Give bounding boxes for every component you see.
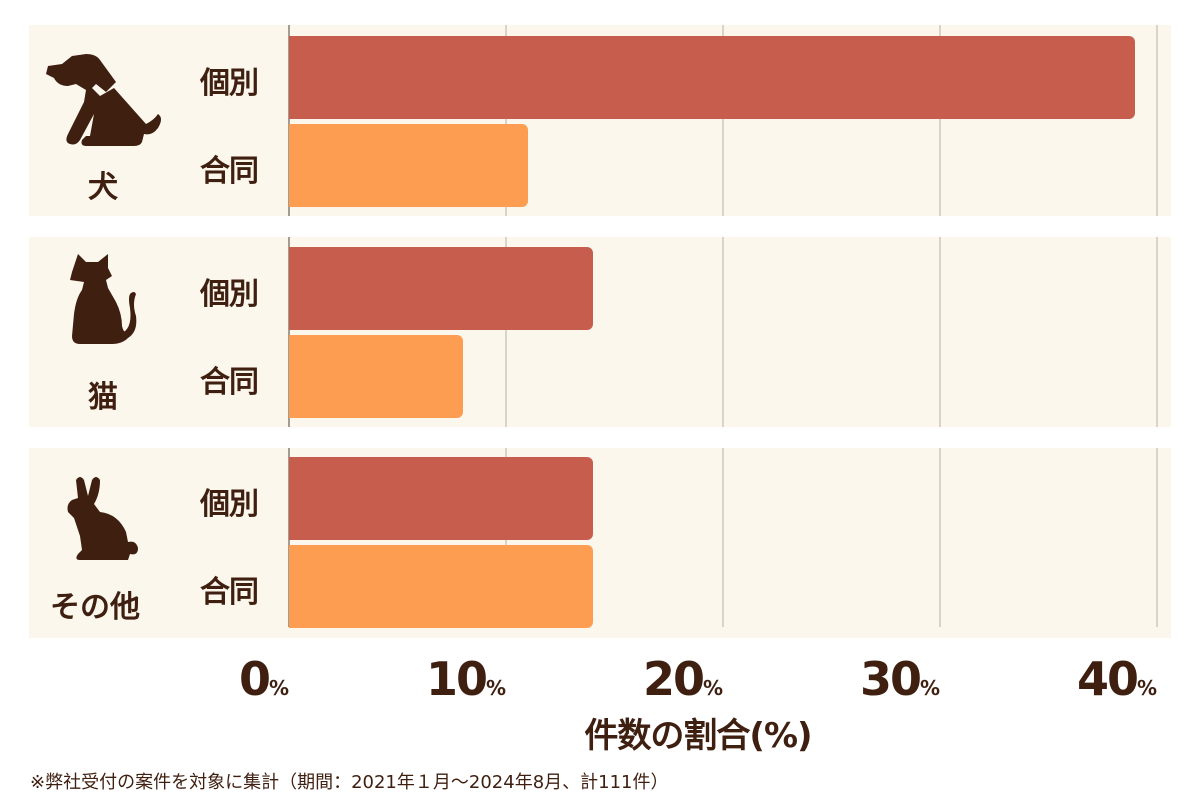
tick-unit: % <box>1136 676 1158 700</box>
x-tick-10: 10% <box>426 652 506 706</box>
x-tick-0: 0% <box>239 652 289 706</box>
gridline-40 <box>1156 25 1158 216</box>
bar-dog-joint <box>289 124 528 207</box>
series-label-joint: 合同 <box>200 154 259 189</box>
gridline-0 <box>288 237 290 427</box>
series-label-individual: 個別 <box>200 66 259 101</box>
x-tick-40: 40% <box>1077 652 1157 706</box>
panel-other <box>29 448 1171 638</box>
series-label-individual: 個別 <box>200 487 259 522</box>
footnote: ※弊社受付の案件を対象に集計（期間：2021年１月〜2024年8月、計111件） <box>30 772 669 793</box>
tick-unit: % <box>485 676 507 700</box>
gridline-20 <box>722 25 724 216</box>
series-label-joint: 合同 <box>200 575 259 610</box>
gridline-30 <box>939 448 941 627</box>
bar-dog-individual <box>289 36 1136 119</box>
category-label-dog: 犬 <box>88 170 118 205</box>
gridline-30 <box>939 237 941 427</box>
tick-number: 40 <box>1076 652 1139 706</box>
gridline-10 <box>505 237 507 427</box>
gridline-40 <box>1156 237 1158 427</box>
category-label-other: その他 <box>50 590 140 625</box>
cat-icon <box>70 254 137 344</box>
series-label-individual: 個別 <box>200 277 259 312</box>
gridline-30 <box>939 25 941 216</box>
rabbit-icon <box>67 477 138 560</box>
tick-unit: % <box>268 676 290 700</box>
gridline-20 <box>722 448 724 627</box>
tick-unit: % <box>702 676 724 700</box>
tick-number: 10 <box>425 652 488 706</box>
tick-number: 20 <box>642 652 705 706</box>
tick-unit: % <box>919 676 941 700</box>
gridline-0 <box>288 25 290 216</box>
x-tick-20: 20% <box>643 652 723 706</box>
gridline-40 <box>1156 448 1158 627</box>
x-tick-30: 30% <box>860 652 940 706</box>
x-axis-title: 件数の割合(%) <box>584 716 812 756</box>
panel-cat <box>29 237 1171 427</box>
series-label-joint: 合同 <box>200 365 259 400</box>
tick-number: 30 <box>859 652 922 706</box>
bar-cat-joint <box>289 335 463 418</box>
tick-number: 0 <box>238 652 271 706</box>
gridline-10 <box>505 25 507 216</box>
bar-other-individual <box>289 457 593 540</box>
category-label-cat: 猫 <box>88 380 118 415</box>
gridline-20 <box>722 237 724 427</box>
bar-cat-individual <box>289 247 593 330</box>
bar-other-joint <box>289 545 593 628</box>
dog-icon <box>46 54 161 146</box>
